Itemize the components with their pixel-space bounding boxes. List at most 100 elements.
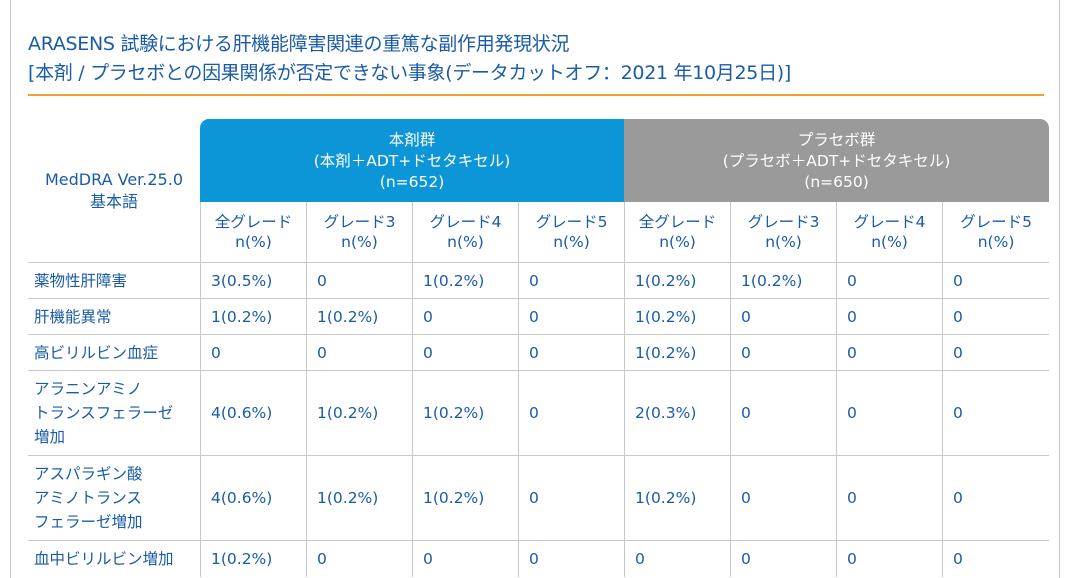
table-cell: 1(0.2%): [624, 335, 731, 371]
grade-header: グレード5 n(%): [518, 202, 625, 263]
grade-label: グレード4: [853, 213, 926, 231]
unit-label: n(%): [871, 233, 908, 251]
table-cell: 1(0.2%): [306, 371, 412, 456]
table-cell: 0: [624, 541, 730, 577]
table-row: アラニンアミノ トランスフェラーゼ 増加 4(0.6%) 1(0.2%) 1(0…: [28, 371, 1050, 456]
table-cell: 0: [518, 541, 624, 577]
grade-label: グレード3: [323, 213, 396, 231]
row-term: 高ビリルビン血症: [28, 335, 200, 371]
table-cell: 0: [942, 541, 1049, 577]
group-header-row: MedDRA Ver.25.0 基本語 本剤群 (本剤＋ADT+ドセタキセル) …: [28, 119, 1050, 263]
grade-header: グレード3 n(%): [730, 202, 837, 263]
table-cell: 0: [412, 335, 518, 371]
title-line-2: [本剤 / プラセボとの因果関係が否定できない事象(データカットオフ：2021 …: [28, 62, 791, 84]
term-line: アミノトランス: [34, 489, 142, 507]
unit-label: n(%): [977, 233, 1015, 251]
term-line: アスパラギン酸: [34, 465, 143, 483]
table-cell: 4(0.6%): [200, 371, 306, 456]
table-cell: 0: [836, 371, 943, 456]
grade-label: 全グレード: [638, 213, 717, 231]
table-cell: 1(0.2%): [624, 263, 731, 299]
term-line: 高ビリルビン血症: [34, 343, 159, 362]
table-row: アスパラギン酸 アミノトランス フェラーゼ増加 4(0.6%) 1(0.2%) …: [28, 456, 1050, 541]
table-cell: 0: [836, 541, 942, 577]
row-term: 血中ビリルビン増加: [28, 541, 200, 577]
term-line: トランスフェラーゼ: [34, 404, 174, 422]
term-line: 血中ビリルビン増加: [34, 550, 174, 568]
page-frame: [10, 0, 1060, 578]
unit-label: n(%): [341, 233, 378, 251]
table-cell: 0: [942, 371, 1050, 456]
table-cell: 0: [942, 335, 1050, 371]
group-name: 本剤群: [388, 131, 436, 149]
group-n: (n=652): [379, 173, 445, 191]
term-line: 増加: [34, 428, 66, 446]
table-cell: 0: [730, 456, 837, 541]
table-row: 血中ビリルビン増加 1(0.2%) 0 0 0 0 0 0 0: [28, 541, 1049, 577]
term-line: 薬物性肝障害: [34, 271, 128, 290]
table-row: 薬物性肝障害 3(0.5%) 0 1(0.2%) 0 1(0.2%) 1(0.2…: [28, 263, 1050, 299]
table-row: 肝機能異常 1(0.2%) 1(0.2%) 0 0 1(0.2%) 0 0 0: [28, 299, 1050, 335]
term-line: フェラーゼ増加: [34, 513, 143, 531]
table-cell: 1(0.2%): [200, 299, 306, 335]
term-line: 肝機能異常: [34, 307, 112, 326]
group-regimen: (本剤＋ADT+ドセタキセル): [313, 152, 511, 170]
title-line-1: ARASENS 試験における肝機能障害関連の重篤な副作用発現状況: [28, 33, 570, 55]
table-cell: 0: [306, 335, 412, 371]
row-term: 肝機能異常: [28, 299, 200, 335]
table-cell: 3(0.5%): [200, 263, 306, 299]
table-cell: 1(0.2%): [306, 456, 412, 541]
grade-header-row: 全グレード n(%) グレード3 n(%) グレード4 n(%) グレード5 n(%) …: [28, 202, 1050, 263]
grade-label: グレード5: [535, 213, 608, 231]
table-cell: 0: [836, 456, 943, 541]
table-cell: 0: [518, 456, 625, 541]
grade-header: グレード4 n(%): [836, 202, 943, 263]
table-cell: 0: [518, 299, 625, 335]
unit-label: n(%): [765, 233, 802, 251]
table-cell: 0: [412, 299, 518, 335]
table-cell: 1(0.2%): [306, 299, 412, 335]
table-cell: 1(0.2%): [412, 263, 518, 299]
row-term: 薬物性肝障害: [28, 263, 200, 299]
table-cell: 0: [942, 456, 1050, 541]
table-cell: 0: [942, 263, 1050, 299]
term-line: アラニンアミノ: [34, 380, 143, 398]
table-cell: 0: [942, 299, 1050, 335]
group-name: プラセボ群: [797, 131, 876, 149]
table-cell: 0: [730, 299, 837, 335]
grade-label: グレード3: [747, 213, 820, 231]
title-divider: [28, 94, 1044, 96]
table-cell: 0: [518, 263, 625, 299]
row-term: アスパラギン酸 アミノトランス フェラーゼ増加: [28, 456, 200, 541]
meddra-header: MedDRA Ver.25.0 基本語: [28, 119, 200, 263]
table-cell: 0: [200, 335, 306, 371]
table-cell: 0: [518, 335, 625, 371]
page-title: ARASENS 試験における肝機能障害関連の重篤な副作用発現状況 [本剤 / プ…: [28, 30, 1048, 88]
grade-header: 全グレード n(%): [200, 202, 306, 263]
group-regimen: (プラセボ＋ADT+ドセタキセル): [722, 152, 951, 170]
table-cell: 0: [836, 335, 943, 371]
table-cell: 2(0.3%): [624, 371, 731, 456]
table-cell: 0: [836, 263, 943, 299]
grade-label: グレード5: [960, 213, 1032, 231]
meddra-term-label: 基本語: [89, 191, 138, 211]
grade-label: グレード4: [429, 213, 502, 231]
table-cell: 1(0.2%): [200, 541, 306, 577]
adverse-events-table: MedDRA Ver.25.0 基本語 本剤群 (本剤＋ADT+ドセタキセル) …: [28, 119, 1050, 577]
table-cell: 1(0.2%): [412, 371, 518, 456]
table-cell: 0: [730, 541, 836, 577]
unit-label: n(%): [447, 233, 484, 251]
table-cell: 0: [412, 541, 518, 577]
grade-header: 全グレード n(%): [624, 202, 731, 263]
unit-label: n(%): [659, 233, 696, 251]
unit-label: n(%): [553, 233, 590, 251]
table-cell: 1(0.2%): [624, 456, 731, 541]
table-cell: 0: [730, 335, 837, 371]
table-cell: 0: [306, 541, 412, 577]
table-cell: 1(0.2%): [730, 263, 837, 299]
grade-header: グレード3 n(%): [306, 202, 412, 263]
grade-label: 全グレード: [214, 213, 293, 231]
row-term: アラニンアミノ トランスフェラーゼ 増加: [28, 371, 200, 456]
table-cell: 4(0.6%): [200, 456, 306, 541]
table-cell: 0: [836, 299, 943, 335]
